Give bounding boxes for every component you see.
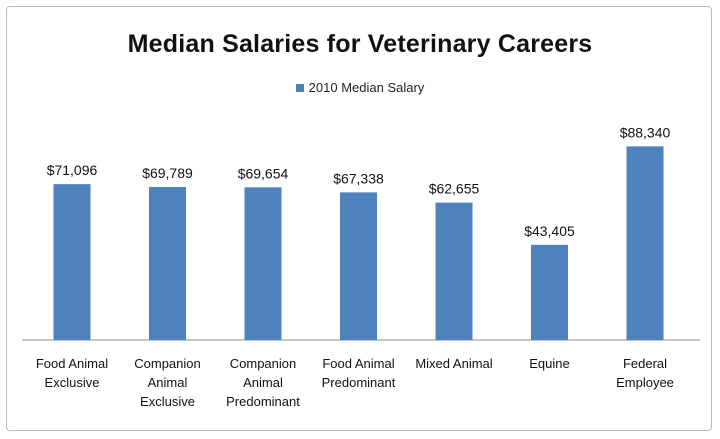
- category-label-line: Mixed Animal: [415, 356, 492, 371]
- bar: [149, 187, 186, 340]
- category-label: Companion Animal Exclusive: [134, 356, 201, 409]
- bar: [435, 202, 473, 340]
- data-label: $67,338: [333, 170, 384, 186]
- category-label-line: Companion: [134, 356, 201, 371]
- bar: [626, 146, 664, 340]
- category-label: Food Animal Predominant: [322, 356, 396, 390]
- category-label-line: Companion: [230, 356, 297, 371]
- data-label: $43,405: [524, 223, 575, 239]
- data-label: $71,096: [47, 162, 98, 178]
- bar: [531, 244, 568, 340]
- bar: [340, 192, 377, 340]
- data-label: $69,654: [238, 165, 289, 181]
- bar: [244, 187, 282, 340]
- category-label-line: Equine: [529, 356, 569, 371]
- legend-label: 2010 Median Salary: [308, 80, 425, 95]
- category-label: Companion Animal Predominant: [226, 356, 300, 409]
- category-label-line: Federal: [623, 356, 667, 371]
- data-label: $69,789: [142, 165, 193, 181]
- bar: [53, 184, 91, 340]
- category-label-line: Exclusive: [140, 394, 195, 409]
- category-label-line: Exclusive: [45, 375, 100, 390]
- chart-legend: 2010 Median Salary: [0, 80, 720, 95]
- category-label-line: Animal: [243, 375, 283, 390]
- category-label-line: Food Animal: [36, 356, 108, 371]
- category-label: Food Animal Exclusive: [36, 356, 108, 390]
- category-label: Equine: [529, 356, 569, 371]
- chart-title: Median Salaries for Veterinary Careers: [127, 30, 593, 58]
- data-label: $88,340: [620, 124, 671, 140]
- category-label: Mixed Animal: [415, 356, 492, 371]
- category-label-line: Animal: [148, 375, 188, 390]
- data-label: $62,655: [429, 181, 480, 197]
- category-label-line: Predominant: [322, 375, 396, 390]
- category-label-line: Food Animal: [322, 356, 394, 371]
- category-label-line: Employee: [616, 375, 674, 390]
- legend-swatch: [295, 83, 304, 92]
- category-label: Federal Employee: [616, 356, 674, 390]
- category-label-line: Predominant: [226, 394, 300, 409]
